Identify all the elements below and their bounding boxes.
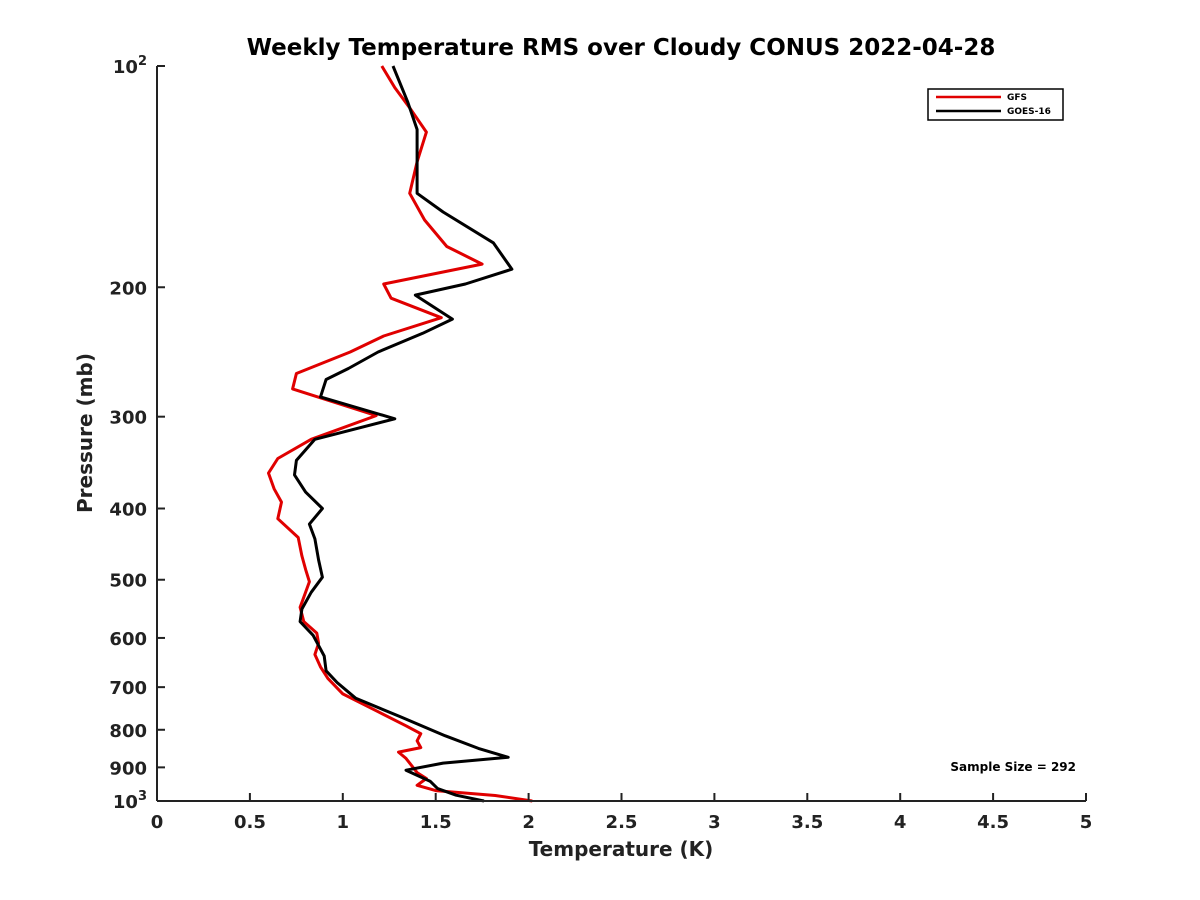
series-line-goes16 — [293, 65, 514, 803]
x-tick-label: 2.5 — [606, 812, 638, 833]
plot-area: 0 0.5 1 1.5 2 2.5 3 3.5 4 4.5 5 102 200 300 400 500 600… — [109, 54, 1092, 833]
y-axis-ticks: 102 200 300 400 500 600 700 800 900 103 — [109, 54, 165, 813]
x-tick-label: 0.5 — [234, 812, 266, 833]
chart-title: Weekly Temperature RMS over Cloudy CONUS… — [247, 35, 996, 61]
y-tick-label: 103 — [113, 789, 147, 813]
y-tick-label: 700 — [109, 678, 147, 699]
y-tick-label: 400 — [109, 500, 147, 521]
x-tick-label: 1.5 — [420, 812, 452, 833]
legend-label-goes16: GOES-16 — [1007, 107, 1051, 117]
x-axis-ticks: 0 0.5 1 1.5 2 2.5 3 3.5 4 4.5 5 — [151, 793, 1093, 833]
x-tick-label: 3.5 — [791, 812, 823, 833]
legend-label-gfs: GFS — [1007, 93, 1027, 103]
y-tick-label: 200 — [109, 278, 147, 299]
x-tick-label: 1 — [337, 812, 350, 833]
x-tick-label: 3 — [708, 812, 721, 833]
series-lines — [267, 65, 533, 803]
legend-box — [927, 88, 1064, 121]
x-tick-label: 5 — [1080, 812, 1093, 833]
x-tick-label: 4.5 — [977, 812, 1009, 833]
x-tick-label: 0 — [151, 812, 164, 833]
x-tick-label: 2 — [522, 812, 535, 833]
y-tick-label: 600 — [109, 629, 147, 650]
series-line-gfs — [267, 65, 533, 803]
y-tick-label: 300 — [109, 408, 147, 429]
sample-size-annotation: Sample Size = 292 — [950, 760, 1076, 774]
y-tick-label: 500 — [109, 571, 147, 592]
y-tick-label: 900 — [109, 758, 147, 779]
legend: GFS GOES-16 — [927, 88, 1064, 121]
x-axis-label: Temperature (K) — [529, 837, 714, 861]
y-tick-label: 102 — [113, 54, 147, 78]
y-axis-label: Pressure (mb) — [73, 353, 97, 513]
y-tick-label: 800 — [109, 721, 147, 742]
x-tick-label: 4 — [894, 812, 907, 833]
